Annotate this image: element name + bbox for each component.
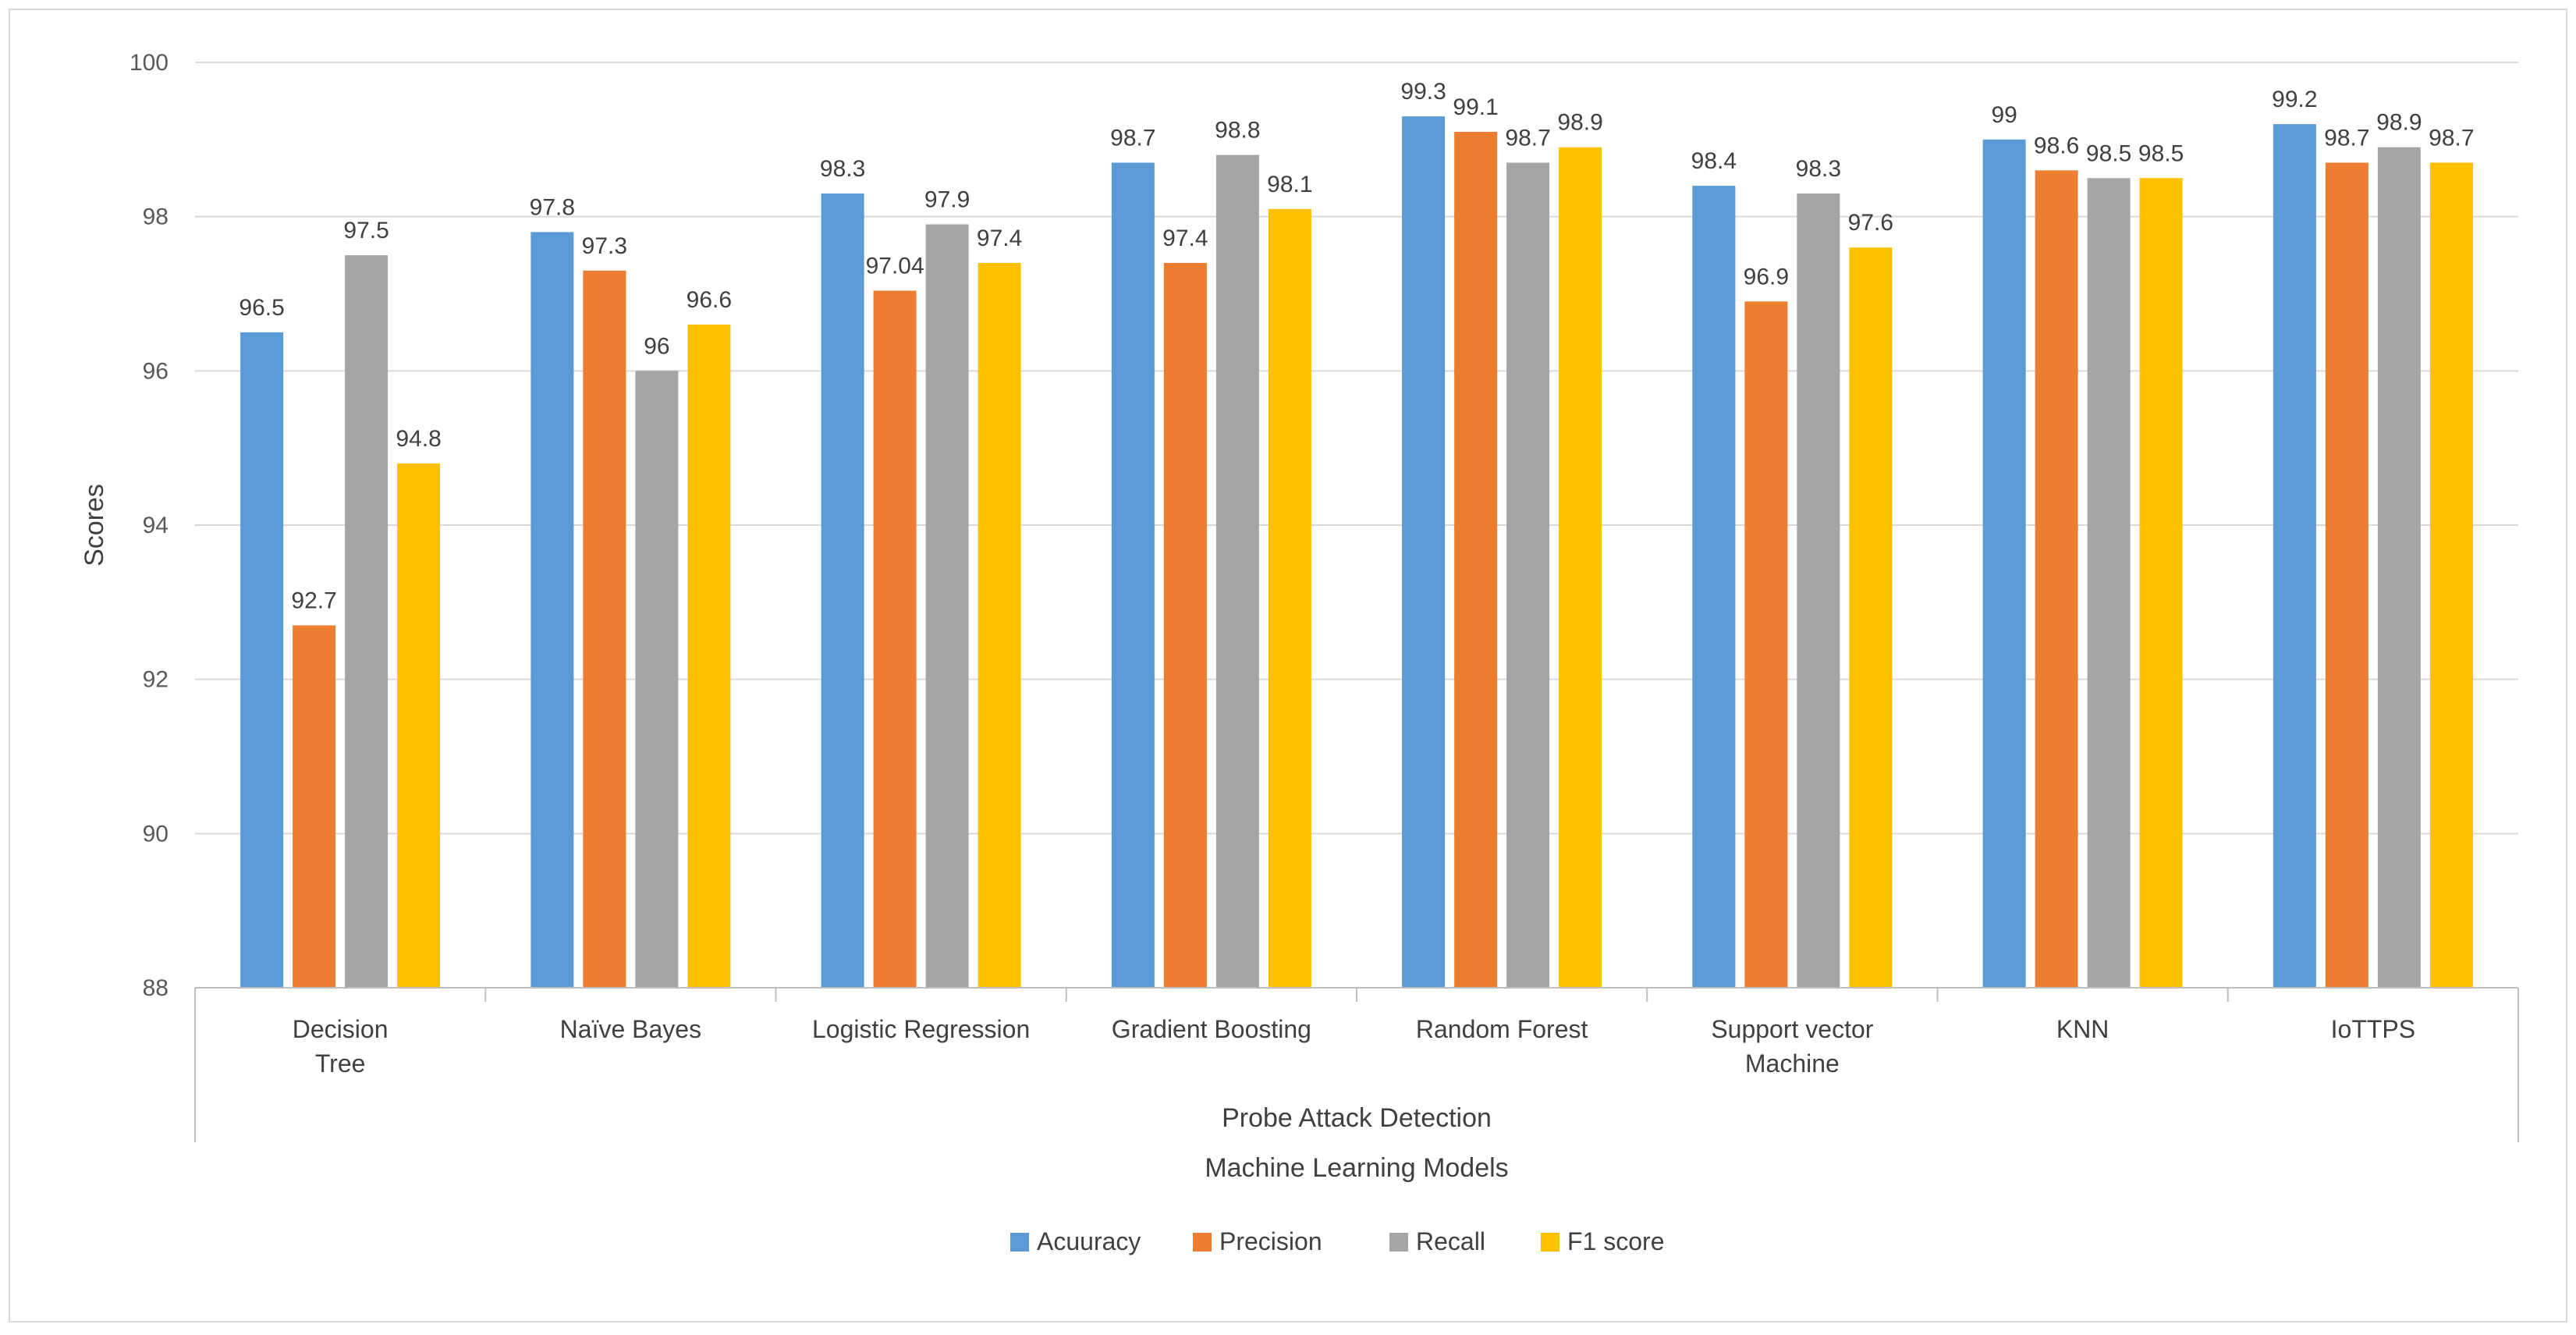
bar	[1692, 186, 1736, 989]
data-label: 97.4	[977, 225, 1022, 251]
data-label: 96.5	[239, 295, 284, 321]
y-tick-label: 98	[143, 204, 169, 230]
y-tick-label: 94	[143, 513, 169, 538]
bar	[873, 290, 917, 989]
data-label: 98.8	[1215, 118, 1260, 144]
legend: Acuuracy Precision Recall F1 score	[1010, 1227, 1664, 1255]
data-label: 98.6	[2034, 133, 2079, 158]
y-axis-title: Scores	[80, 484, 109, 566]
data-label: 99.1	[1453, 94, 1498, 120]
bar	[2035, 170, 2078, 988]
bar	[1797, 194, 1840, 988]
y-tick-label: 100	[130, 50, 169, 76]
data-label: 99.3	[1400, 79, 1446, 105]
data-label: 98.9	[2376, 110, 2422, 136]
category-label: Tree	[315, 1049, 366, 1078]
bar	[583, 270, 626, 989]
bar	[2429, 162, 2473, 988]
category-label: Decision	[293, 1015, 389, 1043]
legend-swatch	[1193, 1233, 1212, 1252]
data-label: 98.7	[1505, 125, 1550, 151]
legend-label: Recall	[1416, 1227, 1485, 1255]
y-tick-label: 92	[143, 667, 169, 693]
bar	[1506, 162, 1550, 988]
bar	[293, 625, 336, 988]
legend-label: Acuuracy	[1037, 1227, 1141, 1255]
chart-border	[9, 9, 2567, 1323]
data-label: 98.5	[2086, 140, 2131, 166]
legend-swatch	[1389, 1233, 1408, 1252]
legend-swatch	[1010, 1233, 1029, 1252]
bar	[2325, 162, 2368, 988]
bar	[2087, 178, 2131, 988]
bar	[1268, 208, 1311, 988]
bar	[1215, 154, 1259, 989]
legend-label: Precision	[1219, 1227, 1322, 1255]
data-label: 97.6	[1848, 210, 1893, 236]
data-label: 98.5	[2138, 140, 2184, 166]
data-label: 97.8	[530, 194, 575, 220]
group-label: Probe Attack Detection	[1222, 1103, 1492, 1133]
y-tick-label: 96	[143, 358, 169, 384]
bar	[2273, 124, 2316, 989]
data-label: 98.7	[2429, 125, 2474, 151]
data-label: 98.7	[1110, 125, 1155, 151]
legend-label: F1 score	[1567, 1227, 1664, 1255]
data-label: 99.2	[2272, 87, 2317, 112]
category-label: Naïve Bayes	[560, 1015, 701, 1043]
data-label: 98.4	[1691, 148, 1737, 174]
data-label: 94.8	[396, 426, 441, 452]
data-label: 97.3	[582, 233, 627, 259]
category-label: KNN	[2056, 1015, 2109, 1043]
bar	[1982, 139, 2026, 988]
category-label: IoTTPS	[2331, 1015, 2415, 1043]
bar	[345, 255, 389, 988]
bar	[2377, 147, 2421, 988]
bar	[925, 224, 969, 988]
bar	[978, 262, 1021, 988]
bar	[397, 463, 441, 988]
data-label: 97.5	[343, 218, 389, 243]
data-labels: 96.5 97.8 98.3 98.7 99.3 98.4 99 99.2 92.7 97.3 97…	[239, 79, 2474, 613]
category-label: Gradient Boosting	[1112, 1015, 1311, 1043]
y-tick-label: 88	[143, 975, 169, 1001]
category-label: Logistic Regression	[812, 1015, 1030, 1043]
category-label: Machine	[1745, 1049, 1840, 1078]
category-label: Support vector	[1711, 1015, 1873, 1043]
bar	[1402, 116, 1446, 988]
data-label: 92.7	[291, 588, 336, 613]
bar	[2139, 178, 2183, 988]
bar	[1559, 147, 1602, 988]
legend-swatch	[1541, 1233, 1559, 1252]
bar	[530, 232, 574, 988]
bar	[1744, 301, 1788, 989]
data-label: 97.4	[1162, 225, 1208, 251]
data-label: 98.1	[1267, 172, 1312, 197]
bar	[240, 332, 284, 989]
bar	[1849, 247, 1893, 988]
data-label: 98.3	[820, 156, 865, 182]
data-label: 96	[644, 333, 669, 359]
data-label: 96.6	[687, 287, 732, 313]
bar	[635, 371, 679, 988]
bar	[821, 194, 864, 988]
data-label: 97.04	[866, 254, 924, 279]
bar	[687, 325, 731, 988]
data-label: 96.9	[1744, 264, 1789, 289]
category-label: Random Forest	[1416, 1015, 1588, 1043]
data-label: 99	[1991, 102, 2017, 128]
x-axis-title: Machine Learning Models	[1205, 1153, 1508, 1183]
data-label: 98.9	[1557, 110, 1602, 136]
bar	[1111, 162, 1155, 988]
data-label: 97.9	[924, 187, 970, 213]
bars	[240, 116, 2473, 989]
data-label: 98.3	[1796, 156, 1841, 182]
bar	[1454, 131, 1498, 989]
bar	[1163, 262, 1207, 988]
data-label: 98.7	[2324, 125, 2369, 151]
y-tick-label: 90	[143, 821, 169, 847]
axes: 88 90 92 94 96 98 100 Scores Decision Tree Naïve B…	[9, 9, 2567, 1323]
